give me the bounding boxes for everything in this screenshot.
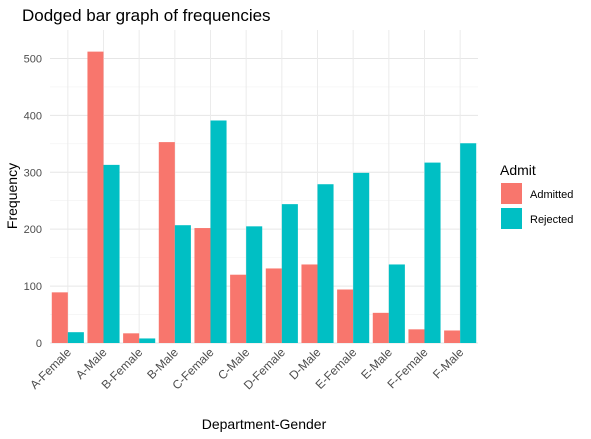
bar-admitted-b-male — [158, 142, 175, 343]
y-tick-label: 0 — [36, 338, 42, 350]
bar-admitted-c-male — [230, 274, 247, 343]
y-tick-label: 400 — [24, 110, 42, 122]
bar-rejected-f-male — [460, 143, 477, 343]
legend-title: Admit — [500, 162, 536, 178]
bar-admitted-a-female — [51, 292, 68, 343]
bar-admitted-e-male — [372, 312, 389, 343]
y-tick-label: 500 — [24, 53, 42, 65]
bar-rejected-d-male — [317, 184, 334, 343]
y-tick-label: 300 — [24, 167, 42, 179]
bar-admitted-d-male — [301, 264, 318, 343]
x-axis-label: Department-Gender — [202, 416, 327, 432]
bar-admitted-f-male — [444, 330, 461, 343]
bar-admitted-e-female — [337, 289, 354, 343]
bar-admitted-a-male — [87, 51, 104, 343]
y-tick-label: 200 — [24, 224, 42, 236]
bar-rejected-d-female — [281, 204, 298, 343]
y-tick-label: 100 — [24, 281, 42, 293]
y-axis: 0 100 200 300 400 500 — [24, 53, 42, 350]
legend-label-rejected: Rejected — [530, 214, 573, 226]
bar-rejected-a-male — [103, 164, 120, 343]
bar-rejected-e-male — [388, 264, 405, 343]
bar-rejected-b-male — [174, 225, 191, 343]
bar-admitted-b-female — [123, 333, 140, 343]
bar-admitted-f-female — [408, 329, 425, 343]
bars — [51, 51, 477, 344]
bar-admitted-d-female — [265, 268, 282, 343]
chart-title: Dodged bar graph of frequencies — [22, 6, 271, 25]
bar-rejected-b-female — [139, 338, 156, 343]
bar-rejected-a-female — [67, 332, 84, 343]
y-axis-label: Frequency — [4, 163, 20, 229]
legend-swatch-rejected — [501, 208, 522, 229]
legend-swatch-admitted — [501, 183, 522, 204]
bar-rejected-c-male — [246, 226, 263, 343]
bar-admitted-c-female — [194, 228, 211, 343]
bar-rejected-e-female — [353, 172, 370, 343]
bar-rejected-c-female — [210, 120, 227, 344]
legend-label-admitted: Admitted — [530, 189, 573, 201]
bar-rejected-f-female — [424, 162, 441, 343]
legend: Admit Admitted Rejected — [500, 162, 573, 229]
